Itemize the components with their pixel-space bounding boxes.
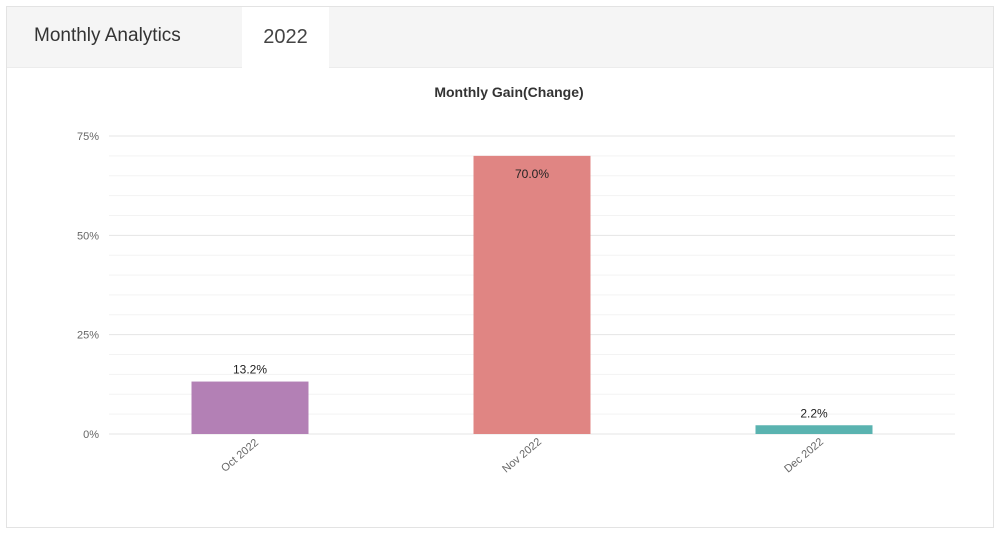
x-tick-label: Dec 2022 [782, 436, 826, 475]
x-tick-label: Nov 2022 [500, 436, 544, 475]
bar-value-label: 70.0% [515, 167, 549, 181]
bar-value-label: 13.2% [233, 363, 267, 377]
y-tick-label: 0% [83, 429, 99, 441]
panel-title: Monthly Analytics [34, 25, 181, 46]
panel-header: Monthly Analytics 2022 [7, 7, 993, 68]
y-tick-label: 75% [77, 131, 99, 143]
bar-value-label: 2.2% [800, 406, 828, 420]
x-axis: Oct 2022 Nov 2022 Dec 2022 [219, 436, 826, 475]
monthly-gain-chart: Monthly Gain(Change) 0% 25% 50% 75% 13.2% 70… [77, 84, 955, 475]
bars [191, 155, 873, 434]
chart-area: Monthly Gain(Change) 0% 25% 50% 75% 13.2% 70… [7, 68, 995, 528]
y-tick-label: 25% [77, 330, 99, 342]
x-tick-label: Oct 2022 [219, 437, 261, 475]
bar-nov-2022[interactable] [473, 155, 591, 434]
year-tab[interactable]: 2022 [242, 7, 329, 68]
y-tick-label: 50% [77, 230, 99, 242]
analytics-panel: Monthly Analytics 2022 Monthly Gain(Chan… [6, 6, 994, 528]
y-axis: 0% 25% 50% 75% [77, 131, 99, 441]
bar-dec-2022[interactable] [755, 425, 873, 434]
bar-oct-2022[interactable] [191, 381, 309, 434]
value-labels: 13.2% 70.0% 2.2% [233, 167, 828, 420]
chart-title: Monthly Gain(Change) [434, 84, 583, 100]
